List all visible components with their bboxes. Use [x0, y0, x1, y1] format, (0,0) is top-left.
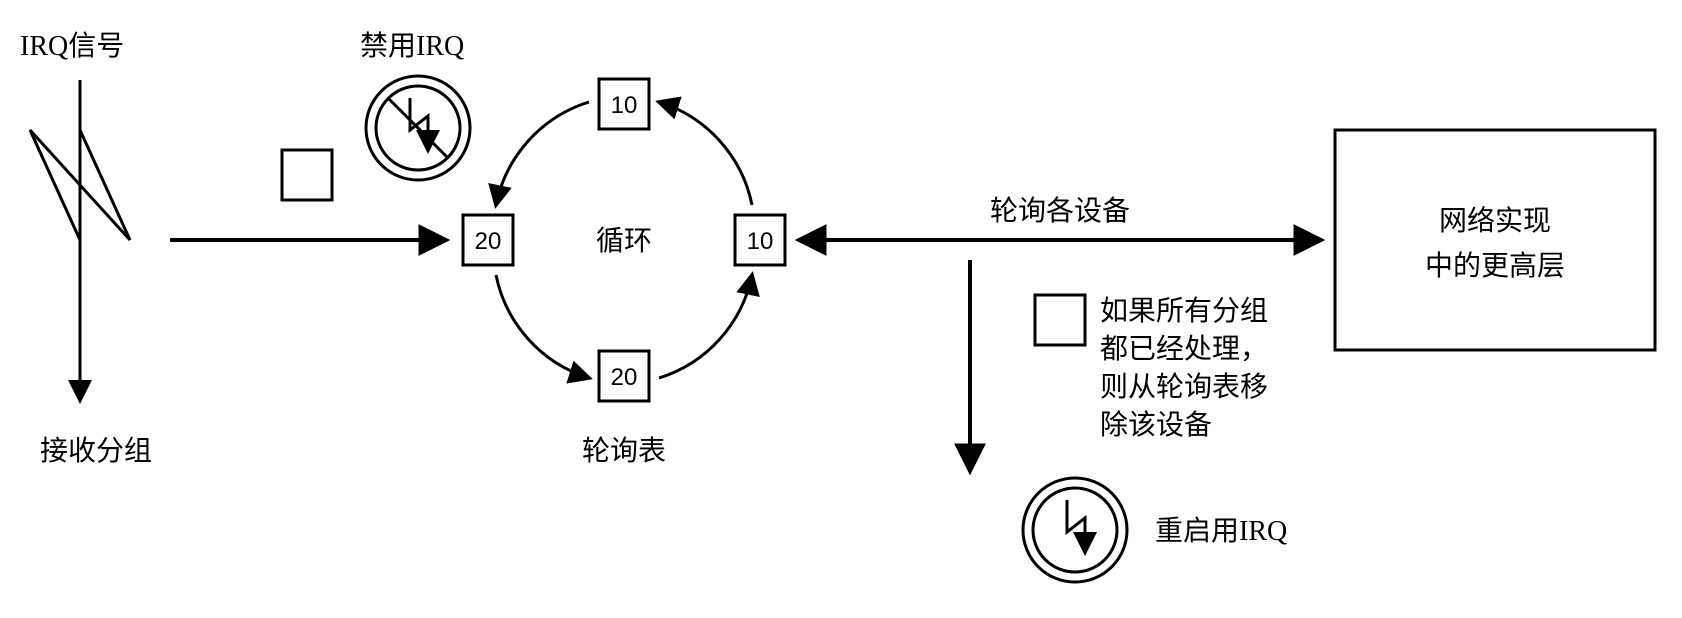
ring-node-left-value: 20 [475, 228, 502, 255]
poll-table-label: 轮询表 [582, 435, 666, 467]
poll-ring: 循环 10 10 20 20 [463, 79, 785, 401]
irq-waveform [30, 80, 130, 400]
reenable-irq-label: 重启用IRQ [1155, 515, 1287, 547]
remove-l2: 都已经处理， [1100, 333, 1268, 365]
ring-node-right-value: 10 [747, 228, 774, 255]
recv-packet-label: 接收分组 [40, 435, 152, 467]
remove-l4: 除该设备 [1100, 409, 1212, 441]
ring-node-top-value: 10 [611, 92, 638, 119]
empty-box-left [282, 150, 332, 200]
diagram-canvas: IRQ信号 接收分组 禁用IRQ 循环 10 10 20 20 [0, 0, 1682, 618]
higher-layer-l1: 网络实现 [1439, 205, 1551, 237]
irq-signal-label: IRQ信号 [20, 30, 124, 62]
disable-irq-icon [366, 76, 470, 180]
loop-center-label: 循环 [596, 225, 652, 257]
disable-irq-label: 禁用IRQ [360, 31, 464, 62]
higher-layer-box [1335, 130, 1655, 350]
remove-l1: 如果所有分组 [1100, 295, 1268, 327]
ring-node-bottom-value: 20 [611, 364, 638, 391]
remove-l3: 则从轮询表移 [1100, 371, 1268, 403]
higher-layer-l2: 中的更高层 [1425, 250, 1565, 282]
empty-box-right [1035, 295, 1085, 345]
poll-devices-label: 轮询各设备 [990, 195, 1130, 227]
reenable-irq-icon [1023, 478, 1127, 582]
